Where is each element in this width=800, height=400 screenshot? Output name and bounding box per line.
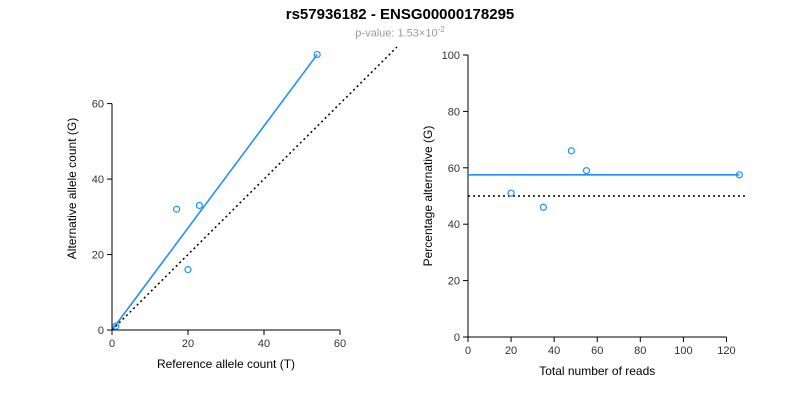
x-tick-label: 40 bbox=[258, 338, 270, 350]
y-tick-label: 60 bbox=[448, 163, 460, 175]
fit-line bbox=[111, 54, 318, 331]
identity-line bbox=[111, 46, 398, 331]
y-tick-label: 0 bbox=[98, 325, 104, 337]
y-tick-label: 60 bbox=[92, 99, 104, 111]
x-tick-label: 60 bbox=[334, 338, 346, 350]
data-point bbox=[173, 205, 181, 213]
y-tick-label: 40 bbox=[92, 174, 104, 186]
data-point bbox=[112, 322, 120, 330]
y-tick-label: 20 bbox=[92, 250, 104, 262]
x-tick-label: 20 bbox=[182, 338, 194, 350]
data-point bbox=[184, 266, 192, 274]
x-axis-title: Total number of reads bbox=[539, 364, 655, 378]
y-tick-label: 0 bbox=[454, 332, 460, 344]
p-value-exponent: -2 bbox=[437, 25, 445, 34]
x-tick-label: 40 bbox=[548, 345, 560, 357]
y-axis-title: Alternative allele count (G) bbox=[65, 118, 79, 259]
data-point bbox=[582, 167, 591, 175]
x-tick-label: 0 bbox=[465, 345, 471, 357]
data-point bbox=[313, 50, 321, 59]
x-tick-label: 120 bbox=[717, 345, 735, 357]
y-tick-label: 40 bbox=[448, 219, 460, 231]
y-tick-label: 100 bbox=[442, 50, 460, 62]
data-point bbox=[195, 201, 203, 210]
data-point bbox=[507, 189, 515, 197]
x-tick-label: 100 bbox=[674, 345, 692, 357]
reads-vs-percentage-scatter: 0 20 40 60 80 100 120 0 20 40 60 80 100 Total number … bbox=[421, 50, 748, 378]
p-value-subtitle: p-value: 1.53×10-2 bbox=[0, 25, 800, 40]
plot-title: rs57936182 - ENSG00000178295 bbox=[285, 6, 515, 23]
x-tick-label: 60 bbox=[591, 345, 603, 357]
x-tick-label: 20 bbox=[505, 345, 517, 357]
x-axis-title: Reference allele count (T) bbox=[157, 357, 295, 371]
y-tick-label: 20 bbox=[448, 276, 460, 288]
p-value-text: p-value: 1.53×10 bbox=[355, 27, 438, 40]
data-point bbox=[539, 203, 547, 211]
data-point bbox=[735, 171, 743, 179]
y-tick-label: 80 bbox=[448, 106, 460, 118]
x-tick-label: 80 bbox=[634, 345, 646, 357]
x-tick-label: 0 bbox=[109, 338, 115, 350]
ref-vs-alt-scatter: 0 20 40 60 0 20 40 60 Reference allele count (T)… bbox=[65, 46, 398, 371]
y-axis-title: Percentage alternative (G) bbox=[421, 126, 435, 267]
data-point bbox=[567, 147, 575, 155]
